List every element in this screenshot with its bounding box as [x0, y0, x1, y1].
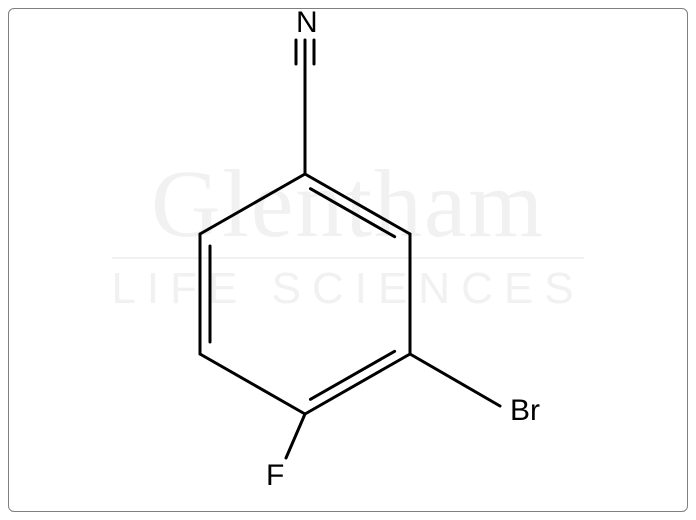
atom-label-n: N	[296, 6, 318, 40]
atom-labels-layer: N Br F	[0, 0, 696, 520]
atom-label-br: Br	[510, 394, 540, 428]
atom-label-f: F	[266, 459, 284, 493]
